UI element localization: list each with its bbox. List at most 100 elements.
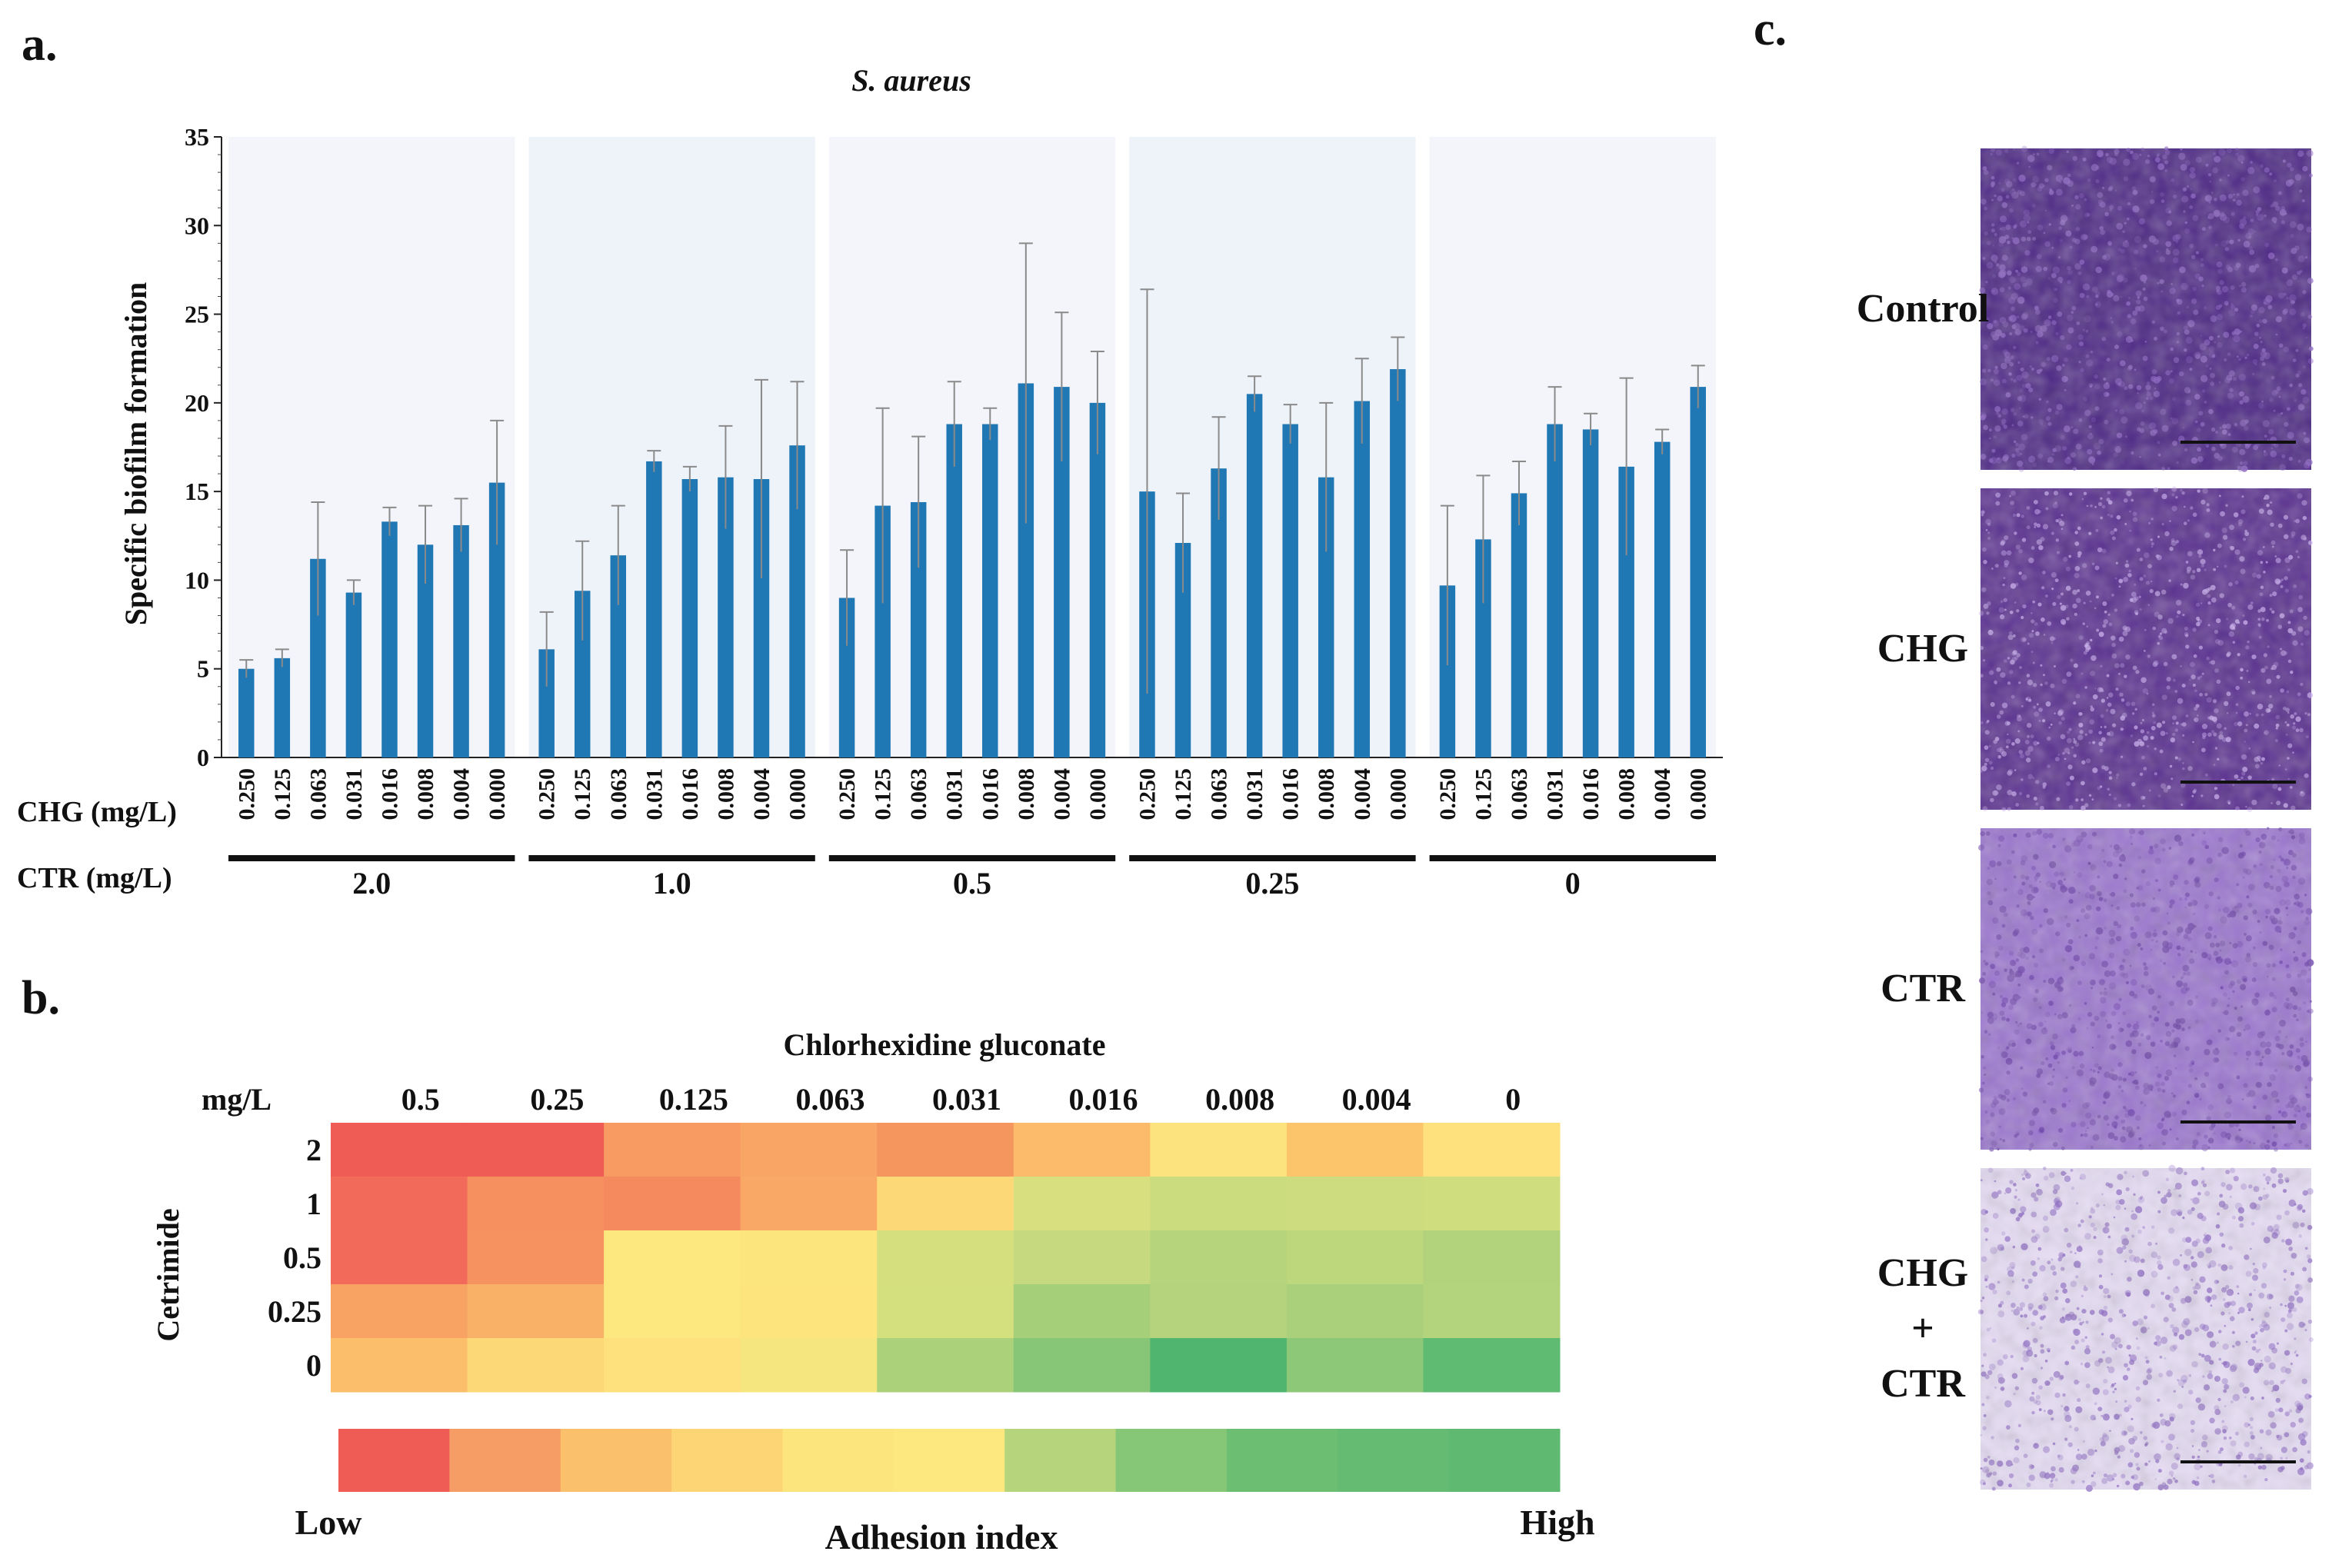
chg-tick-label: 0.125 bbox=[570, 768, 595, 821]
heatmap-cell bbox=[740, 1338, 878, 1393]
heatmap-cell bbox=[740, 1284, 878, 1339]
bar bbox=[238, 668, 255, 757]
bar bbox=[1318, 477, 1334, 757]
group-background bbox=[1429, 137, 1716, 757]
heatmap-row-label: 0.25 bbox=[268, 1294, 321, 1329]
chg-tick-label: 0.250 bbox=[535, 768, 560, 821]
bar bbox=[1547, 424, 1563, 757]
bar bbox=[1439, 585, 1456, 757]
heatmap-cell bbox=[1150, 1230, 1288, 1285]
chg-tick-label: 0.250 bbox=[1134, 768, 1160, 821]
y-tick-label: 0 bbox=[197, 744, 209, 771]
chg-tick-label: 0.004 bbox=[449, 768, 475, 821]
chg-tick-label: 0.250 bbox=[835, 768, 860, 821]
heatmap-cell bbox=[604, 1230, 741, 1285]
chg-tick-label: 0.016 bbox=[678, 768, 703, 821]
heatmap-cell bbox=[1150, 1123, 1288, 1177]
chg-tick-label: 0.008 bbox=[1314, 768, 1339, 821]
legend-high-label: High bbox=[1520, 1503, 1594, 1542]
legend-swatch bbox=[1004, 1429, 1117, 1492]
heatmap-column-label: 0 bbox=[1505, 1082, 1521, 1117]
y-tick-label: 15 bbox=[185, 478, 209, 505]
heatmap-cell bbox=[331, 1338, 468, 1393]
group-bracket bbox=[1129, 855, 1416, 861]
chg-tick-label: 0.063 bbox=[1207, 768, 1232, 821]
group-background bbox=[528, 137, 815, 757]
chg-tick-label: 0.008 bbox=[1614, 768, 1640, 821]
chg-tick-label: 0.031 bbox=[1242, 768, 1268, 821]
heatmap-column-label: 0.031 bbox=[932, 1082, 1001, 1117]
bar bbox=[1475, 539, 1491, 757]
bar bbox=[875, 505, 891, 757]
bar bbox=[718, 477, 734, 757]
y-tick-label: 35 bbox=[185, 123, 209, 151]
y-tick-label: 30 bbox=[185, 211, 209, 239]
micrograph-texture bbox=[1981, 1168, 2311, 1490]
bar bbox=[310, 558, 326, 757]
chg-tick-label: 0.031 bbox=[641, 768, 667, 821]
heatmap-cell bbox=[1013, 1338, 1151, 1393]
heatmap-cell bbox=[331, 1177, 468, 1231]
bar bbox=[274, 657, 291, 757]
chg-tick-label: 0.125 bbox=[1171, 768, 1196, 821]
heatmap-cell bbox=[331, 1284, 468, 1339]
micrograph-texture bbox=[1981, 828, 2311, 1150]
micrograph-label: + bbox=[1911, 1307, 1934, 1350]
chg-tick-label: 0.125 bbox=[270, 768, 295, 821]
heatmap-row-label: 0.5 bbox=[283, 1240, 321, 1275]
bar bbox=[753, 479, 770, 757]
heatmap-title: Chlorhexidine gluconate bbox=[784, 1027, 1106, 1062]
heatmap-cell bbox=[1013, 1123, 1151, 1177]
bar bbox=[1511, 493, 1527, 757]
micrograph-texture bbox=[1981, 148, 2311, 470]
micrograph bbox=[1978, 486, 2314, 813]
chg-tick-label: 0.250 bbox=[1435, 768, 1461, 821]
micrograph-label: CTR bbox=[1881, 967, 1966, 1010]
y-tick-label: 10 bbox=[185, 566, 209, 594]
chg-tick-label: 0.031 bbox=[1543, 768, 1568, 821]
chg-tick-label: 0.016 bbox=[1278, 768, 1304, 821]
chg-tick-label: 0.004 bbox=[749, 768, 775, 821]
legend-swatch bbox=[1226, 1429, 1338, 1492]
chg-tick-label: 0.016 bbox=[377, 768, 402, 821]
heatmap-cell bbox=[1150, 1177, 1288, 1231]
bar bbox=[1354, 401, 1371, 757]
legend-low-label: Low bbox=[295, 1503, 362, 1542]
chg-tick-label: 0.004 bbox=[1049, 768, 1074, 821]
chg-tick-label: 0.031 bbox=[341, 768, 367, 821]
heatmap-cell bbox=[877, 1230, 1014, 1285]
chg-tick-label: 0.000 bbox=[785, 768, 811, 821]
panel-label-c: c. bbox=[1754, 3, 1787, 55]
heatmap-cell bbox=[331, 1230, 468, 1285]
ctr-group-label: 1.0 bbox=[653, 866, 691, 901]
chg-tick-label: 0.008 bbox=[713, 768, 738, 821]
chg-tick-label: 0.004 bbox=[1650, 768, 1675, 821]
heatmap-cell bbox=[877, 1123, 1014, 1177]
ctr-group-label: 0.25 bbox=[1245, 866, 1299, 901]
legend-swatch bbox=[1448, 1429, 1561, 1492]
heatmap-column-label: 0.063 bbox=[795, 1082, 865, 1117]
bar bbox=[453, 524, 469, 757]
panel-label-a: a. bbox=[22, 18, 58, 71]
group-bracket bbox=[228, 855, 515, 861]
heatmap-cell bbox=[877, 1284, 1014, 1339]
heatmap-cell bbox=[467, 1123, 605, 1177]
chg-tick-label: 0.016 bbox=[978, 768, 1003, 821]
chg-tick-label: 0.008 bbox=[1014, 768, 1039, 821]
chg-tick-label: 0.008 bbox=[413, 768, 438, 821]
chg-tick-label: 0.063 bbox=[305, 768, 331, 821]
bar bbox=[1654, 441, 1671, 757]
legend-swatch bbox=[1338, 1429, 1450, 1492]
heatmap-cell bbox=[1286, 1338, 1424, 1393]
bar bbox=[838, 598, 855, 757]
bar bbox=[488, 482, 505, 757]
heatmap-column-label: 0.25 bbox=[530, 1082, 584, 1117]
micrograph-label: Control bbox=[1857, 287, 1989, 331]
heatmap-row-label: 2 bbox=[306, 1133, 321, 1167]
heatmap-cell bbox=[1286, 1123, 1424, 1177]
bar bbox=[1174, 543, 1191, 757]
chg-tick-label: 0.250 bbox=[234, 768, 259, 821]
heatmap-cell bbox=[1013, 1230, 1151, 1285]
bar bbox=[574, 591, 591, 757]
chg-tick-label: 0.000 bbox=[1085, 768, 1111, 821]
